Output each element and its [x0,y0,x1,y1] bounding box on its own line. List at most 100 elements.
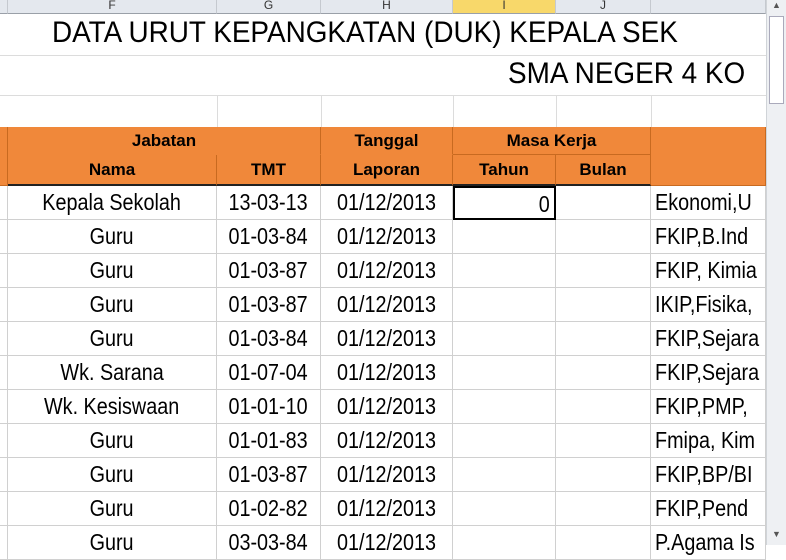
cell-tmt[interactable]: 01-03-84 [217,220,321,254]
cell-laporan[interactable]: 01/12/2013 [321,390,453,424]
cell-nama[interactable]: Guru [8,254,217,288]
cell-nama[interactable]: Guru [8,288,217,322]
header-laporan: Laporan [321,155,453,186]
cell-tahun[interactable] [453,254,556,288]
cell-nama[interactable]: Wk. Sarana [8,356,217,390]
row-fragment-cell[interactable] [0,220,8,254]
row-fragment-cell[interactable] [0,322,8,356]
cell-pendidikan[interactable]: Fmipa, Kim [651,424,766,458]
cell-text: 01/12/2013 [336,359,437,385]
cell-tmt[interactable]: 01-03-87 [217,288,321,322]
cell-tmt[interactable]: 01-01-83 [217,424,321,458]
cell-tmt[interactable]: 01-03-87 [217,254,321,288]
cell-tmt[interactable]: 03-03-84 [217,526,321,560]
cell-laporan[interactable]: 01/12/2013 [321,356,453,390]
cell-nama[interactable]: Guru [8,322,217,356]
cell-bulan[interactable] [556,220,651,254]
cell-nama[interactable]: Guru [8,526,217,560]
cell-laporan[interactable]: 01/12/2013 [321,288,453,322]
cell-tmt[interactable]: 13-03-13 [217,186,321,220]
cell-text: 01/12/2013 [336,223,437,249]
cell-bulan[interactable] [556,424,651,458]
cell-bulan[interactable] [556,288,651,322]
cell-tmt[interactable]: 01-07-04 [217,356,321,390]
cell-tmt[interactable]: 01-03-84 [217,322,321,356]
scroll-down-button[interactable]: ▼ [772,529,781,539]
cell-tahun[interactable] [453,356,556,390]
cell-pendidikan[interactable]: FKIP,Pend [651,492,766,526]
cell-pendidikan[interactable]: FKIP, Kimia [651,254,766,288]
cell-laporan[interactable]: 01/12/2013 [321,322,453,356]
cell-text: FKIP,PMP, [655,393,748,419]
cell-tmt[interactable]: 01-02-82 [217,492,321,526]
cell-bulan[interactable] [556,356,651,390]
cell-text: 03-03-84 [228,529,309,555]
row-gridline [0,95,766,96]
row-fragment-cell[interactable] [0,492,8,526]
row-fragment-cell[interactable] [0,288,8,322]
cell-pendidikan[interactable]: IKIP,Fisika, [651,288,766,322]
cell-text: IKIP,Fisika, [655,291,753,317]
cell-tahun[interactable] [453,288,556,322]
cell-nama[interactable]: Guru [8,424,217,458]
cell-bulan[interactable] [556,390,651,424]
cell-laporan[interactable]: 01/12/2013 [321,492,453,526]
column-header-i[interactable]: I [453,0,556,14]
row-fragment-cell[interactable] [0,356,8,390]
cell-tmt[interactable]: 01-03-87 [217,458,321,492]
cell-pendidikan[interactable]: FKIP,Sejara [651,322,766,356]
cell-nama[interactable]: Guru [8,458,217,492]
column-header-e[interactable] [0,0,8,14]
cell-tahun[interactable] [453,220,556,254]
cell-bulan[interactable] [556,526,651,560]
row-fragment-cell[interactable] [0,254,8,288]
cell-tahun[interactable] [453,390,556,424]
cell-nama[interactable]: Guru [8,492,217,526]
cell-pendidikan[interactable]: FKIP,Sejara [651,356,766,390]
cell-laporan[interactable]: 01/12/2013 [321,254,453,288]
column-header-f[interactable]: F [8,0,217,14]
cell-laporan[interactable]: 01/12/2013 [321,526,453,560]
cell-bulan[interactable] [556,186,651,220]
cell-bulan[interactable] [556,458,651,492]
cell-nama[interactable]: Wk. Kesiswaan [8,390,217,424]
cell-text: 0 [538,191,550,217]
column-header-k[interactable] [651,0,766,14]
cell-tahun[interactable] [453,322,556,356]
cell-tahun[interactable] [453,424,556,458]
cell-tmt[interactable]: 01-01-10 [217,390,321,424]
cell-pendidikan[interactable]: FKIP,PMP, [651,390,766,424]
cell-bulan[interactable] [556,254,651,288]
row-fragment-cell[interactable] [0,526,8,560]
cell-text: Wk. Sarana [60,359,164,385]
cell-laporan[interactable]: 01/12/2013 [321,424,453,458]
column-header-g[interactable]: G [217,0,321,14]
row-fragment-cell[interactable] [0,424,8,458]
vertical-scrollbar[interactable]: ▲ ▼ [766,0,786,545]
cell-bulan[interactable] [556,492,651,526]
active-cell-tahun[interactable]: 0 [453,186,556,220]
cell-nama[interactable]: Guru [8,220,217,254]
cell-pendidikan[interactable]: P.Agama Is [651,526,766,560]
cell-pendidikan[interactable]: FKIP,B.Ind [651,220,766,254]
row-fragment-cell[interactable] [0,458,8,492]
column-header-h[interactable]: H [321,0,453,14]
cell-nama[interactable]: Kepala Sekolah [8,186,217,220]
cell-tahun[interactable] [453,492,556,526]
scroll-thumb[interactable] [769,16,784,104]
cell-laporan[interactable]: 01/12/2013 [321,186,453,220]
cell-laporan[interactable]: 01/12/2013 [321,458,453,492]
cell-bulan[interactable] [556,322,651,356]
cell-pendidikan[interactable]: Ekonomi,U [651,186,766,220]
cell-pendidikan[interactable]: FKIP,BP/BI [651,458,766,492]
cell-laporan[interactable]: 01/12/2013 [321,220,453,254]
header-jabatan: Jabatan [8,127,321,155]
cell-tahun[interactable] [453,458,556,492]
column-header-j[interactable]: J [556,0,651,14]
row-fragment-cell[interactable] [0,390,8,424]
cell-text: 01-03-87 [228,461,309,487]
scroll-up-button[interactable]: ▲ [772,0,781,10]
cell-tahun[interactable] [453,526,556,560]
row-fragment-cell[interactable] [0,186,8,220]
cell-text: Guru [90,461,134,487]
